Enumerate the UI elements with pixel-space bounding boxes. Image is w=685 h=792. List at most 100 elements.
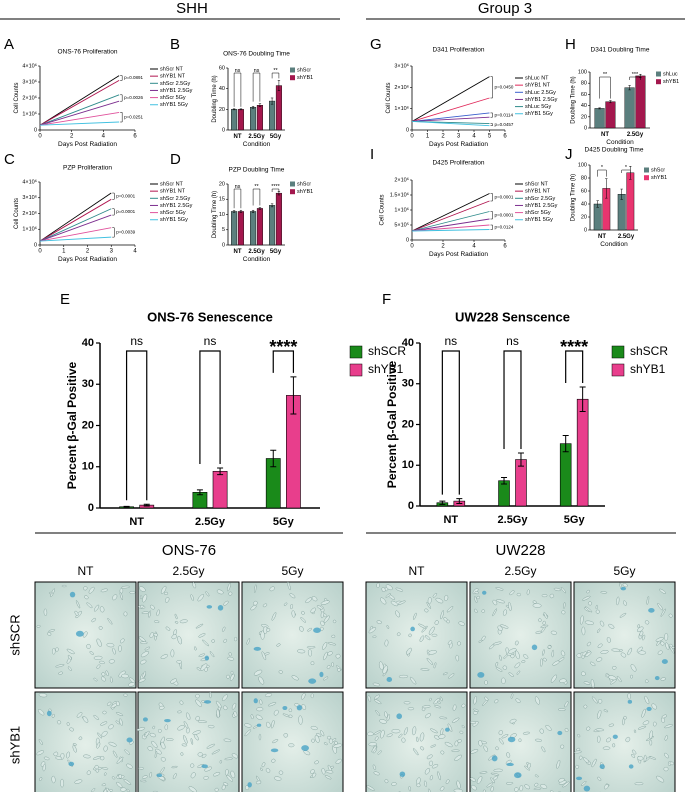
stained-cell (620, 586, 627, 591)
y-tick-label: 3×10⁶ (22, 78, 37, 85)
cell (376, 582, 380, 588)
cell (461, 703, 466, 708)
cell (211, 639, 215, 643)
cell (470, 721, 477, 725)
cell (508, 648, 517, 654)
cell (99, 606, 105, 613)
cell (164, 724, 168, 731)
stained-cell (557, 730, 563, 736)
cell (124, 749, 130, 755)
cell (426, 657, 433, 665)
micrograph (573, 581, 676, 689)
cell (379, 719, 387, 724)
cell (473, 708, 479, 712)
cell (140, 641, 148, 644)
cell (637, 725, 647, 730)
cell (67, 654, 72, 661)
x-tick-label: 2.5Gy (627, 132, 644, 138)
series-line (39, 121, 120, 126)
x-tick-label: 2.5Gy (248, 134, 265, 140)
cell (403, 727, 409, 736)
cell (634, 782, 644, 786)
series-line (411, 229, 490, 232)
cell (156, 609, 160, 617)
cell (376, 620, 382, 624)
cell (164, 591, 169, 595)
cell (94, 765, 99, 770)
cell (600, 650, 609, 654)
cell (583, 704, 588, 709)
cell (151, 740, 158, 748)
cell (335, 653, 341, 659)
stained-cell (217, 605, 224, 611)
cell (261, 651, 267, 661)
error-bar (456, 498, 463, 505)
cell (327, 735, 331, 740)
section-title: SHH (176, 0, 208, 17)
legend-label: shYB1 2.5Gy (160, 203, 193, 209)
p-value: p=0.0450 (495, 85, 514, 90)
cell (271, 758, 276, 763)
cell (55, 756, 63, 760)
cell (642, 720, 650, 726)
cell (74, 779, 83, 784)
cell (224, 757, 233, 761)
cell (326, 665, 331, 670)
cell (509, 718, 517, 724)
legend-label: shLuc 5Gy (525, 104, 552, 110)
cell (547, 645, 552, 649)
series-line (411, 193, 490, 232)
cell (580, 781, 587, 786)
cell (597, 643, 603, 648)
cell (644, 620, 650, 625)
cell (322, 642, 328, 650)
x-tick-label: 0 (38, 134, 42, 140)
x-tick-label: 3 (110, 249, 114, 255)
cell (664, 724, 673, 729)
cell (540, 626, 546, 633)
bar (594, 108, 605, 129)
cell (428, 626, 435, 635)
cell (273, 776, 282, 781)
cell (157, 728, 162, 733)
cell (233, 711, 238, 718)
cell (47, 632, 52, 636)
cell (165, 597, 170, 603)
cell (118, 644, 122, 653)
legend-swatch (644, 175, 649, 181)
cell (181, 743, 188, 747)
cell (408, 633, 412, 638)
cell (470, 777, 476, 782)
series-line (411, 97, 490, 122)
cell (195, 623, 204, 629)
cell (301, 692, 306, 700)
x-tick-label: 1 (426, 134, 430, 140)
cell (200, 663, 208, 671)
cell (630, 674, 633, 679)
cell (595, 728, 604, 732)
cell (250, 605, 257, 611)
x-tick-label: 6 (503, 134, 507, 140)
significance-label: **** (271, 184, 280, 190)
cell (331, 662, 335, 667)
bar (576, 398, 589, 507)
cell (223, 738, 232, 742)
cell (649, 739, 653, 746)
cell (373, 730, 381, 735)
legend-label: shScr 2.5Gy (525, 196, 556, 202)
cell (514, 787, 519, 792)
stained-cell (46, 710, 52, 717)
legend-swatch (349, 363, 363, 377)
cell (140, 659, 147, 665)
cell (538, 618, 542, 622)
cell (192, 582, 197, 589)
cell (660, 608, 666, 617)
cell (66, 751, 70, 759)
cell (492, 775, 499, 781)
cell (57, 720, 62, 725)
panel-letter: G (370, 36, 382, 53)
stained-cell (253, 698, 258, 704)
significance-bracket (441, 350, 460, 495)
cell (201, 753, 207, 758)
cell (639, 630, 644, 637)
